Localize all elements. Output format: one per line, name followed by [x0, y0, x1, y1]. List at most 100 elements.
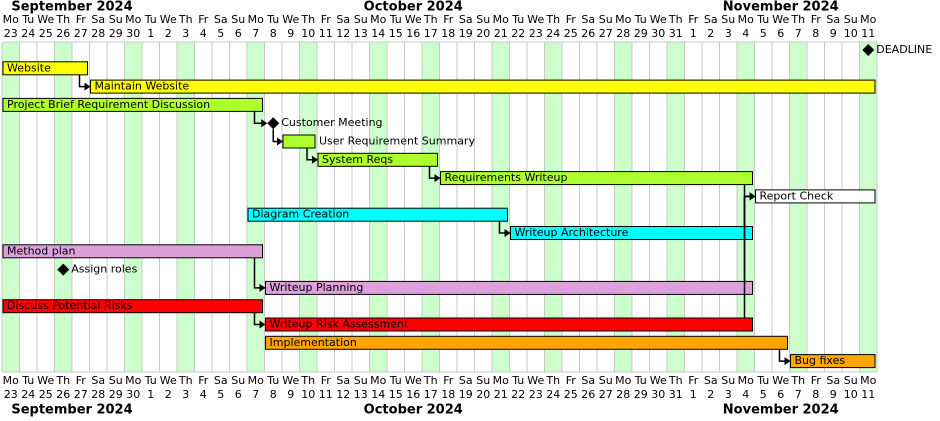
weekday-label: Fr: [811, 374, 822, 387]
day-label: 2: [707, 388, 714, 401]
weekday-label: Th: [178, 374, 193, 387]
weekday-label: Mo: [248, 374, 264, 387]
day-label: 8: [812, 27, 819, 40]
day-label: 15: [389, 388, 403, 401]
task-label: Requirements Writeup: [445, 171, 568, 184]
day-label: 25: [564, 27, 578, 40]
day-label: 9: [830, 388, 837, 401]
day-label: 13: [354, 388, 368, 401]
task-bar: [2, 61, 88, 76]
dependency-arrow: [434, 174, 441, 183]
weekday-label: Fr: [198, 13, 209, 26]
weekday-label: We: [37, 13, 54, 26]
weekday-label: Th: [668, 13, 683, 26]
weekday-label: Th: [55, 374, 70, 387]
weekday-label: Mo: [615, 13, 631, 26]
day-label: 23: [529, 27, 543, 40]
weekday-label: Mo: [738, 374, 754, 387]
day-label: 22: [511, 388, 525, 401]
weekday-label: Sa: [214, 374, 228, 387]
day-label: 7: [252, 27, 259, 40]
weekday-label: Tu: [389, 374, 402, 387]
weekday-label: Mo: [125, 13, 141, 26]
day-label: 14: [371, 388, 385, 401]
weekday-label: We: [160, 374, 177, 387]
day-label: 7: [795, 27, 802, 40]
weekday-label: Mo: [615, 374, 631, 387]
weekday-label: Fr: [566, 13, 577, 26]
weekday-label: We: [160, 13, 177, 26]
day-label: 28: [91, 388, 105, 401]
day-label: 6: [235, 27, 242, 40]
day-label: 28: [616, 27, 630, 40]
task-label: Report Check: [760, 189, 834, 202]
day-label: 28: [616, 388, 630, 401]
day-label: 5: [217, 27, 224, 40]
task-bar: [2, 244, 263, 259]
day-label: 5: [760, 388, 767, 401]
weekday-label: Th: [545, 374, 560, 387]
day-label: 25: [39, 388, 53, 401]
day-label: 3: [182, 27, 189, 40]
weekday-label: Tu: [511, 374, 524, 387]
weekday-label: Tu: [21, 374, 34, 387]
weekday-label: Sa: [459, 374, 473, 387]
milestone-label: Customer Meeting: [281, 116, 382, 129]
task-bar: [247, 207, 508, 222]
day-label: 28: [91, 27, 105, 40]
weekday-label: Th: [178, 13, 193, 26]
day-label: 2: [165, 27, 172, 40]
day-label: 13: [354, 27, 368, 40]
day-label: 19: [459, 388, 473, 401]
task-label: User Requirement Summary: [319, 135, 475, 148]
day-label: 18: [441, 27, 455, 40]
weekday-label: Tu: [266, 374, 279, 387]
day-label: 8: [812, 388, 819, 401]
day-label: 3: [725, 388, 732, 401]
weekday-label: We: [527, 374, 544, 387]
day-label: 16: [406, 388, 420, 401]
weekday-label: Su: [354, 13, 368, 26]
day-label: 17: [424, 27, 438, 40]
day-label: 4: [742, 388, 749, 401]
weekday-label: Fr: [321, 13, 332, 26]
weekday-label: Su: [844, 13, 858, 26]
day-label: 26: [56, 388, 70, 401]
weekday-label: Tu: [266, 13, 279, 26]
weekday-label: Th: [55, 13, 70, 26]
weekday-label: Mo: [370, 13, 386, 26]
day-label: 27: [599, 27, 613, 40]
day-label: 10: [301, 27, 315, 40]
weekday-label: Su: [721, 374, 735, 387]
day-label: 1: [147, 388, 154, 401]
task-label: Method plan: [7, 244, 76, 257]
weekday-label: Fr: [811, 13, 822, 26]
task-label: Bug fixes: [795, 354, 846, 367]
dependency-arrow: [312, 155, 318, 164]
highlight-column: [789, 42, 807, 372]
weekday-label: Tu: [511, 13, 524, 26]
day-label: 27: [599, 388, 613, 401]
day-label: 9: [287, 27, 294, 40]
day-label: 14: [371, 27, 385, 40]
day-label: 10: [844, 388, 858, 401]
day-label: 2: [165, 388, 172, 401]
day-label: 26: [581, 27, 595, 40]
day-label: 8: [270, 27, 277, 40]
task-bar: [2, 97, 263, 112]
weekday-label: Th: [668, 374, 683, 387]
milestone: [267, 117, 280, 130]
weekday-label: Su: [599, 374, 613, 387]
month-label: October 2024: [364, 0, 463, 15]
day-label: 5: [217, 388, 224, 401]
weekday-label: Su: [109, 374, 123, 387]
weekday-label: Tu: [21, 13, 34, 26]
day-label: 24: [21, 388, 35, 401]
day-label: 10: [301, 388, 315, 401]
weekday-label: Th: [545, 13, 560, 26]
weekday-label: Su: [231, 13, 245, 26]
weekday-label: Tu: [144, 374, 157, 387]
day-label: 24: [546, 388, 560, 401]
dependency-arrow: [261, 119, 268, 128]
day-label: 29: [634, 27, 648, 40]
